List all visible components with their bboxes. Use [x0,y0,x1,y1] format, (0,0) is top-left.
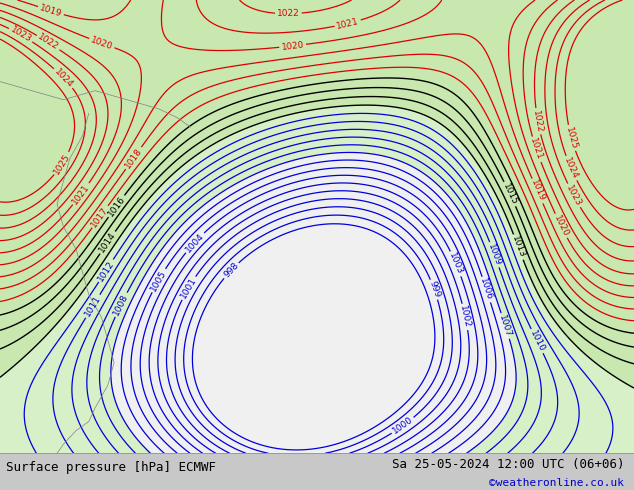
Text: 1021: 1021 [529,137,545,162]
Text: 1014: 1014 [98,231,118,254]
Text: 1020: 1020 [89,35,114,51]
Text: 1008: 1008 [112,293,130,317]
Text: 1017: 1017 [90,205,110,229]
Text: 1023: 1023 [564,183,583,208]
Text: 1021: 1021 [335,16,360,30]
Text: 1010: 1010 [528,329,547,353]
Text: 1000: 1000 [391,416,415,436]
Text: 1019: 1019 [529,179,546,203]
Text: Sa 25-05-2024 12:00 UTC (06+06): Sa 25-05-2024 12:00 UTC (06+06) [392,458,624,471]
Text: ©weatheronline.co.uk: ©weatheronline.co.uk [489,478,624,488]
Text: 1009: 1009 [486,243,503,267]
Text: 1019: 1019 [39,3,63,19]
Text: 1022: 1022 [36,32,60,52]
Text: 1004: 1004 [184,231,206,254]
Text: 1003: 1003 [448,251,465,276]
Text: 1021: 1021 [70,182,91,206]
Text: 1016: 1016 [106,194,127,218]
Text: Surface pressure [hPa] ECMWF: Surface pressure [hPa] ECMWF [6,462,216,474]
Text: 1024: 1024 [53,67,75,89]
Text: 1002: 1002 [458,305,472,329]
Text: 1013: 1013 [510,235,527,259]
Text: 1022: 1022 [531,109,545,133]
Text: 1005: 1005 [149,268,168,293]
Text: 1018: 1018 [123,146,144,170]
Text: 1024: 1024 [562,156,579,180]
Text: 1015: 1015 [501,182,519,206]
Text: 999: 999 [427,280,441,299]
Text: 1025: 1025 [564,126,579,150]
Text: 1020: 1020 [552,214,570,238]
Text: 1023: 1023 [9,25,33,45]
Text: 1011: 1011 [83,294,103,318]
Text: 998: 998 [222,261,240,280]
Text: 1001: 1001 [179,276,198,300]
Text: 1006: 1006 [479,277,494,302]
Text: 1022: 1022 [277,9,300,18]
Text: 1012: 1012 [96,259,116,283]
Text: 1020: 1020 [281,40,304,51]
Text: 1025: 1025 [52,151,72,176]
Text: 1007: 1007 [498,314,513,338]
